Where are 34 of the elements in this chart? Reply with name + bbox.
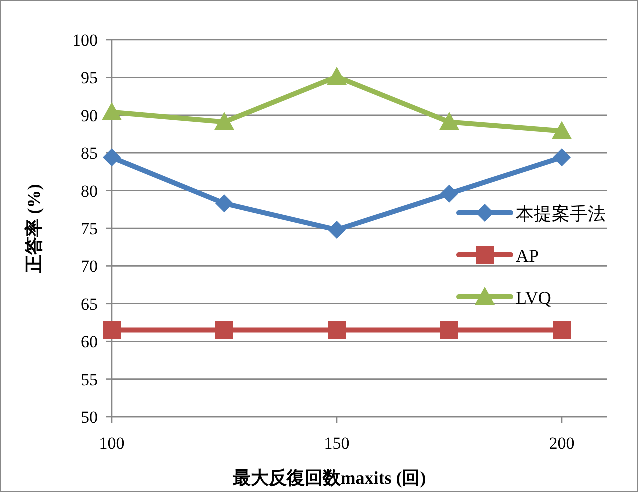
y-tick-label: 70	[81, 257, 98, 276]
point	[440, 112, 460, 130]
point	[327, 66, 347, 85]
point	[214, 112, 234, 130]
point	[553, 321, 571, 340]
legend-label: AP	[516, 246, 540, 266]
x-tick-label: 100	[99, 434, 125, 453]
y-tick-label: 55	[81, 370, 98, 390]
point	[328, 221, 346, 240]
y-tick-label: 80	[81, 182, 98, 201]
y-axis-title: 正答率 (%)	[24, 184, 44, 274]
legend-label: 本提案手法	[516, 204, 606, 224]
y-tick-label: 60	[81, 332, 98, 352]
y-tick-label: 100	[72, 31, 98, 50]
y-tick-label: 95	[81, 68, 98, 88]
x-axis-title: 最大反復回数maxits (回)	[232, 468, 426, 488]
legend-label: LVQ	[516, 288, 552, 308]
point	[552, 121, 572, 140]
point	[103, 148, 121, 167]
y-tick-label: 90	[81, 106, 98, 126]
y-tick-label: 65	[81, 294, 98, 314]
point	[328, 321, 346, 340]
y-tick-label: 75	[81, 220, 98, 238]
point	[553, 148, 571, 167]
point	[440, 184, 458, 203]
y-tick-label: 85	[81, 144, 98, 164]
point	[440, 321, 458, 340]
point	[216, 194, 234, 213]
point	[102, 102, 122, 120]
x-tick-label: 200	[549, 434, 575, 453]
y-tick-label: 50	[81, 408, 98, 427]
point	[103, 321, 121, 340]
x-tick-label: 150	[324, 434, 350, 453]
point	[216, 321, 234, 340]
